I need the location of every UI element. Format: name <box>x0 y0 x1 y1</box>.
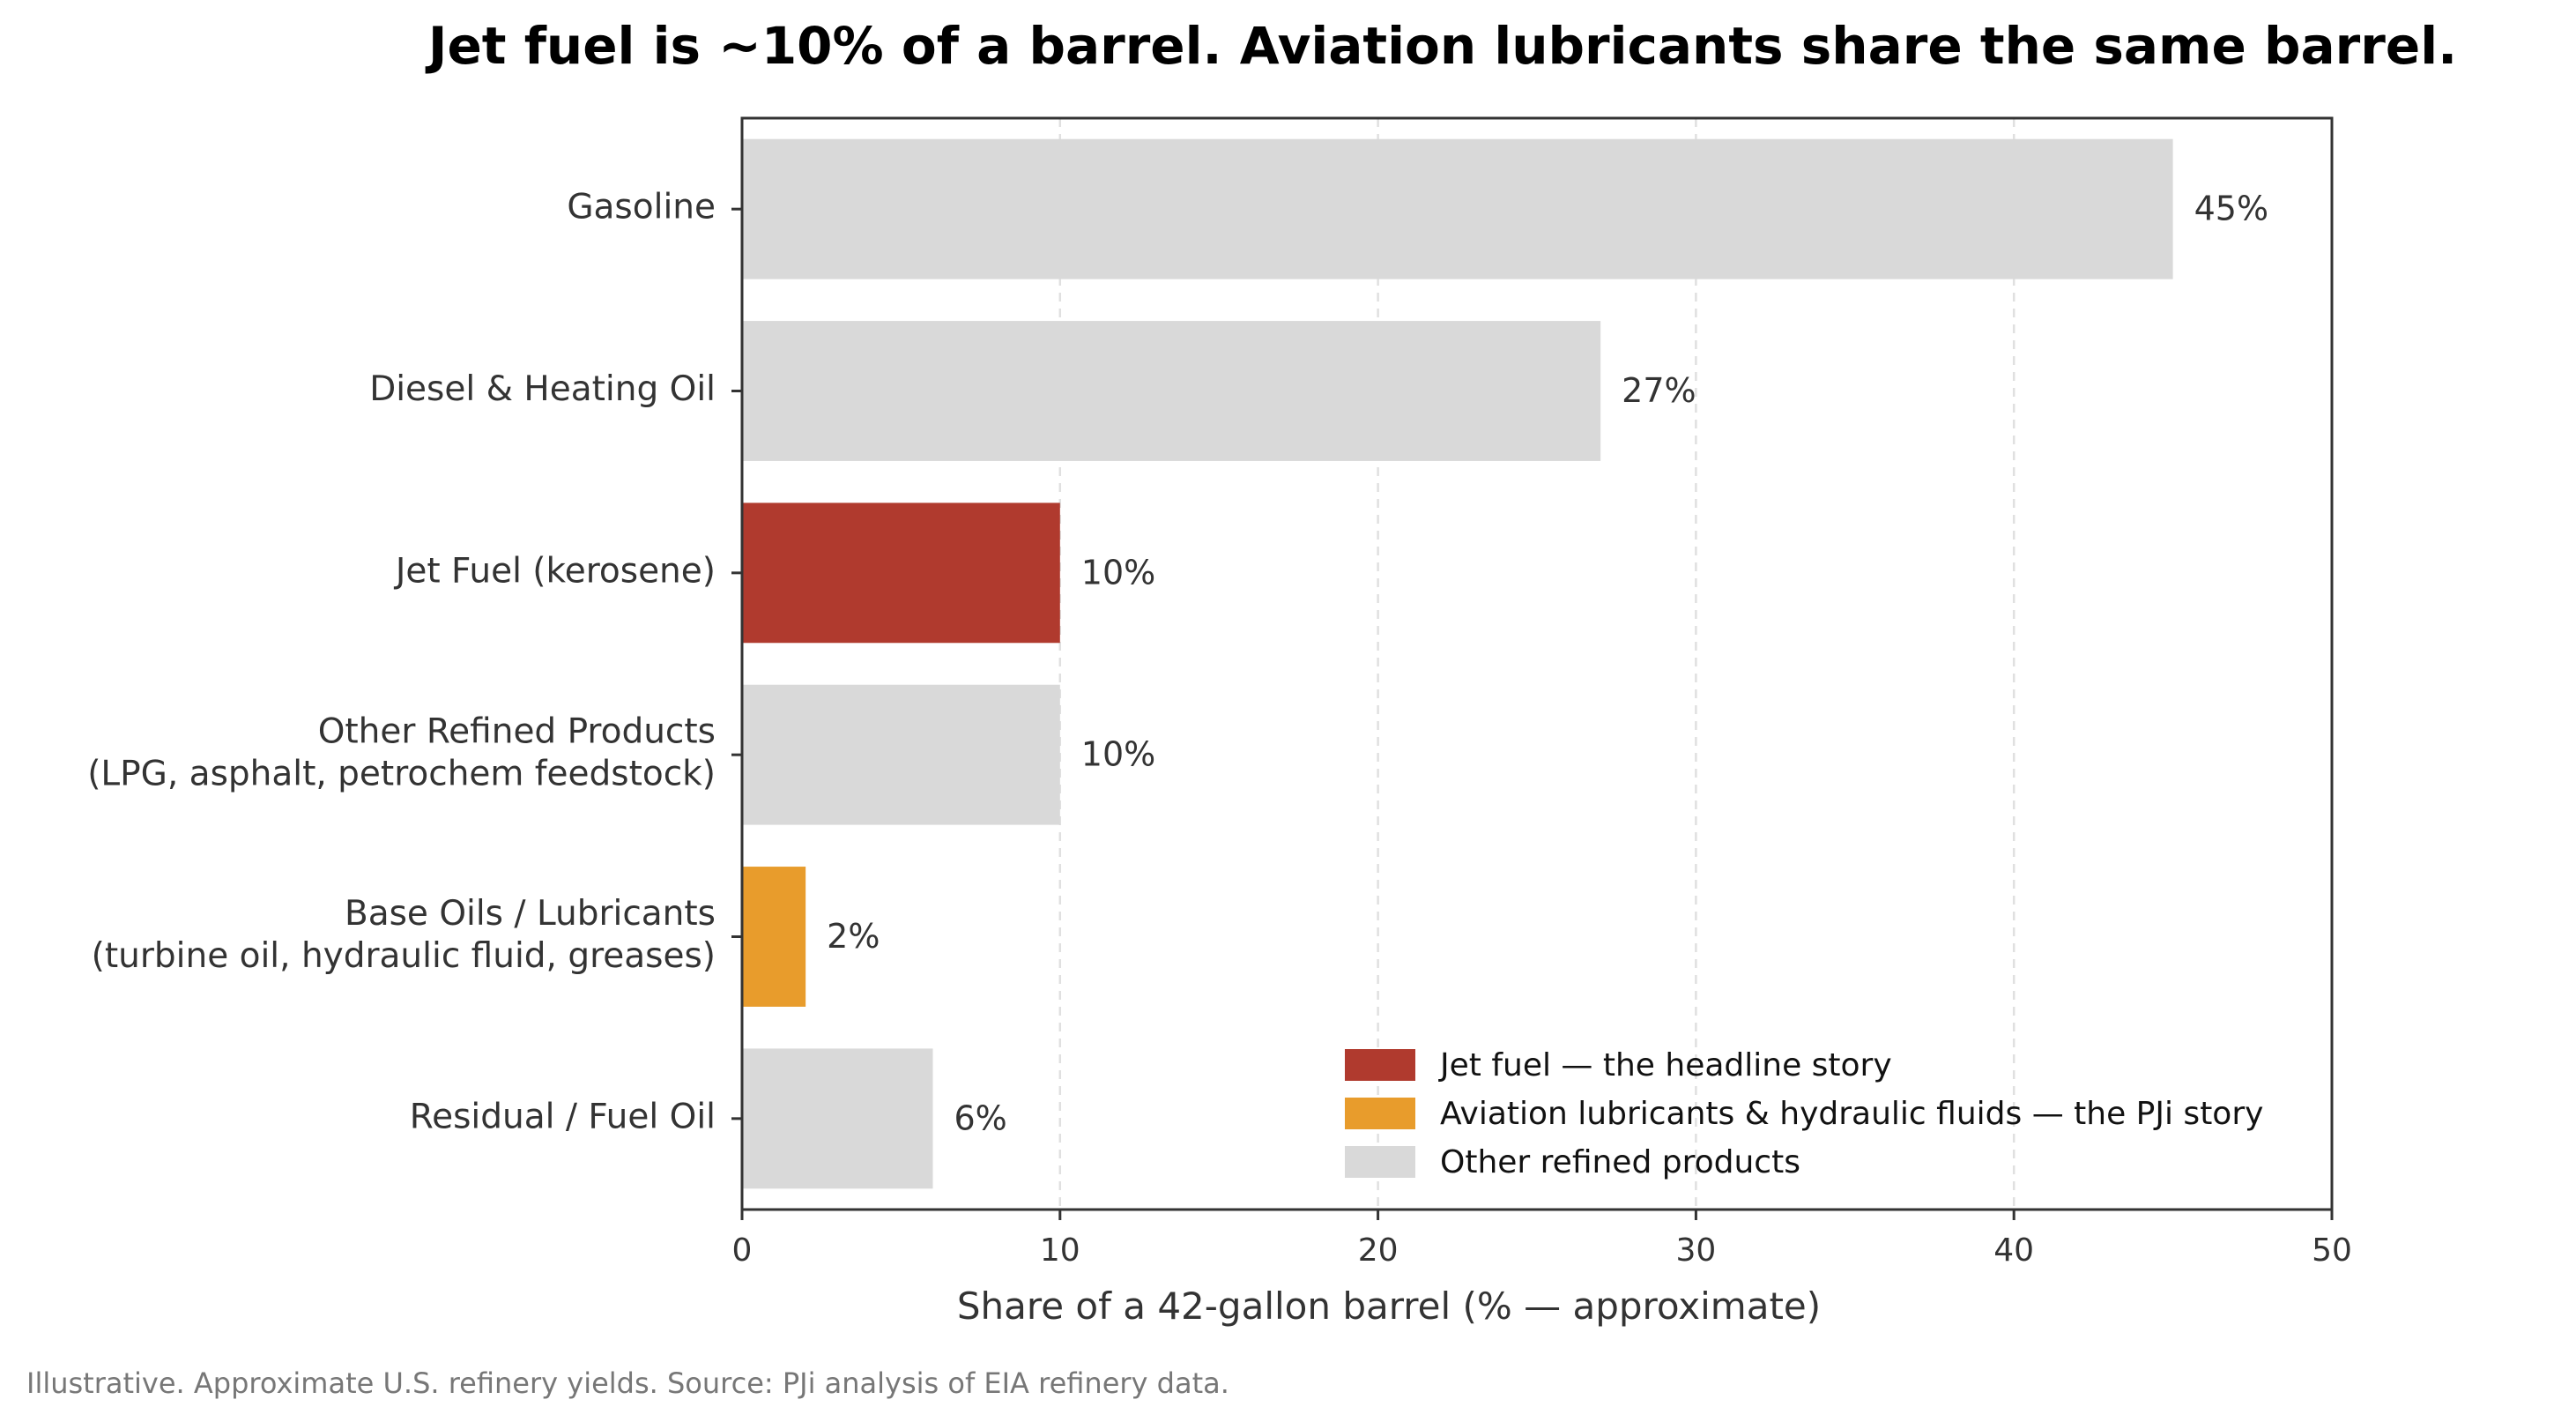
value-label: 10% <box>1081 735 1155 774</box>
legend-swatch <box>1345 1098 1415 1129</box>
y-axis-ticks: Gasoline Diesel & Heating Oil Jet Fuel (ke… <box>87 188 742 1136</box>
value-label: 2% <box>827 917 880 956</box>
legend: Jet fuel — the headline story Aviation lu… <box>1345 1047 2263 1180</box>
grid-lines <box>1058 118 2016 1210</box>
x-tick-label: 0 <box>732 1232 753 1269</box>
x-tick-label: 10 <box>1040 1232 1080 1269</box>
chart-title: Jet fuel is ~10% of a barrel. Aviation l… <box>425 16 2457 76</box>
bar <box>742 684 1060 825</box>
plot-frame <box>740 116 2334 1211</box>
x-tick-label: 30 <box>1675 1232 1716 1269</box>
y-tick-label: Jet Fuel (kerosene) <box>393 551 716 591</box>
x-tick-label: 20 <box>1358 1232 1399 1269</box>
y-tick-label: Gasoline <box>567 188 716 227</box>
y-tick-label: (turbine oil, hydraulic fluid, greases) <box>92 936 716 976</box>
bar <box>742 138 2173 279</box>
value-labels: 45% 27% 10% 10% 2% 6% <box>827 190 2268 1138</box>
x-tick-label: 40 <box>1993 1232 2034 1269</box>
bar <box>742 321 1601 461</box>
y-tick-label: (LPG, asphalt, petrochem feedstock) <box>87 755 716 794</box>
x-tick-label: 50 <box>2312 1232 2352 1269</box>
y-tick-label: Base Oils / Lubricants <box>345 894 716 934</box>
legend-swatch <box>1345 1146 1415 1178</box>
bars <box>742 138 2173 1189</box>
y-tick-label: Residual / Fuel Oil <box>410 1097 716 1136</box>
value-label: 10% <box>1081 553 1155 592</box>
bar <box>742 503 1060 644</box>
bar <box>742 867 806 1007</box>
bar <box>742 1048 933 1189</box>
legend-label: Other refined products <box>1440 1144 1800 1180</box>
value-label: 27% <box>1622 371 1696 410</box>
value-label: 45% <box>2194 190 2268 228</box>
legend-swatch <box>1345 1049 1415 1081</box>
legend-label: Aviation lubricants & hydraulic fluids —… <box>1440 1096 2263 1132</box>
y-tick-label: Diesel & Heating Oil <box>369 369 716 409</box>
y-tick-label: Other Refined Products <box>318 712 716 752</box>
footnote: Illustrative. Approximate U.S. refinery … <box>26 1366 1229 1400</box>
value-label: 6% <box>954 1098 1006 1137</box>
x-axis-label: Share of a 42-gallon barrel (% — approxi… <box>957 1284 1821 1328</box>
x-axis-ticks: 0 10 20 30 40 50 <box>732 1210 2352 1269</box>
legend-label: Jet fuel — the headline story <box>1438 1047 1892 1083</box>
